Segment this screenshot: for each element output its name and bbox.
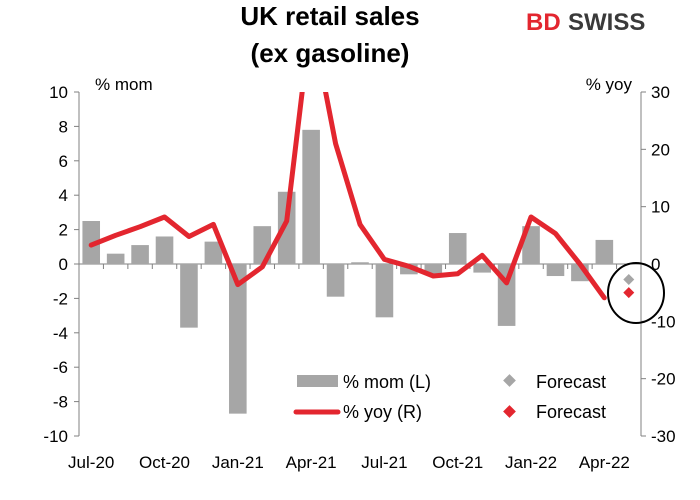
x-tick-label: Jan-22 bbox=[505, 453, 557, 472]
right-axis-unit-label: % yoy bbox=[586, 75, 633, 94]
x-tick-label: Jan-21 bbox=[212, 453, 264, 472]
left-tick-label: 10 bbox=[49, 83, 68, 102]
left-tick-label: 0 bbox=[59, 255, 68, 274]
legend-forecast-mom-swatch bbox=[503, 374, 516, 387]
bdswiss-logo: BD SWISS bbox=[526, 9, 645, 36]
mom-bar bbox=[448, 233, 467, 264]
mom-bar bbox=[546, 264, 565, 277]
mom-bar bbox=[424, 264, 443, 275]
left-axis-unit-label: % mom bbox=[95, 75, 153, 94]
right-tick-label: -20 bbox=[651, 370, 676, 389]
mom-bar bbox=[595, 239, 614, 264]
legend: % mom (L) % yoy (R) Forecast Forecast bbox=[293, 372, 606, 422]
left-tick-label: 8 bbox=[59, 117, 68, 136]
left-tick-label: -6 bbox=[53, 358, 68, 377]
legend-yoy-label: % yoy (R) bbox=[343, 402, 422, 422]
right-tick-label: 20 bbox=[651, 140, 670, 159]
x-tick-labels: Jul-20 Oct-20 Jan-21 Apr-21 Jul-21 Oct-21 Jan-… bbox=[68, 453, 630, 472]
mom-bar bbox=[155, 236, 174, 264]
right-tick-label: 0 bbox=[651, 255, 660, 274]
legend-forecast-mom-label: Forecast bbox=[536, 372, 606, 392]
mom-bar bbox=[351, 262, 369, 264]
left-tick-label: -2 bbox=[53, 289, 68, 308]
forecast-highlight-circle bbox=[607, 262, 665, 324]
mom-bar bbox=[400, 264, 418, 275]
mom-bar bbox=[131, 245, 149, 264]
left-tick-label: -10 bbox=[43, 427, 68, 446]
x-tick-label: Oct-21 bbox=[432, 453, 483, 472]
chart-title-line-1: UK retail sales bbox=[240, 1, 419, 31]
x-tick-label: Jul-21 bbox=[361, 453, 407, 472]
right-tick-label: -30 bbox=[651, 427, 676, 446]
x-tick-label: Apr-22 bbox=[579, 453, 630, 472]
right-tick-label: 30 bbox=[651, 83, 670, 102]
yoy-line bbox=[88, 92, 607, 301]
mom-bar bbox=[204, 241, 223, 264]
logo-suffix: SWISS bbox=[568, 9, 645, 36]
forecast-mom-marker bbox=[623, 273, 635, 285]
mom-bar bbox=[229, 264, 247, 414]
x-tick-label: Apr-21 bbox=[286, 453, 337, 472]
logo-prefix: BD bbox=[526, 9, 561, 36]
mom-bar bbox=[180, 264, 198, 328]
mom-bar bbox=[473, 264, 491, 273]
legend-mom-label: % mom (L) bbox=[343, 372, 431, 392]
mom-bar bbox=[106, 253, 125, 264]
x-tick-label: Oct-20 bbox=[139, 453, 190, 472]
left-tick-label: 6 bbox=[59, 152, 68, 171]
forecast-yoy-marker bbox=[623, 287, 635, 299]
mom-bars bbox=[82, 129, 614, 414]
forecast-markers bbox=[623, 273, 635, 299]
right-tick-label: -10 bbox=[651, 312, 676, 331]
mom-bar bbox=[302, 129, 320, 264]
mom-bar bbox=[277, 191, 296, 264]
left-tick-label: -8 bbox=[53, 393, 68, 412]
left-tick-label: -4 bbox=[53, 324, 68, 343]
left-tick-label: 2 bbox=[59, 221, 68, 240]
legend-mom-swatch bbox=[297, 375, 338, 387]
x-tick-label: Jul-20 bbox=[68, 453, 114, 472]
legend-forecast-yoy-swatch bbox=[503, 405, 516, 418]
mom-bar bbox=[375, 264, 394, 318]
legend-forecast-yoy-label: Forecast bbox=[536, 402, 606, 422]
chart-title-line-2: (ex gasoline) bbox=[251, 38, 410, 68]
left-tick-label: 4 bbox=[59, 186, 68, 205]
mom-bar bbox=[326, 264, 345, 297]
right-tick-label: 10 bbox=[651, 198, 670, 217]
yoy-line-group bbox=[88, 92, 607, 301]
